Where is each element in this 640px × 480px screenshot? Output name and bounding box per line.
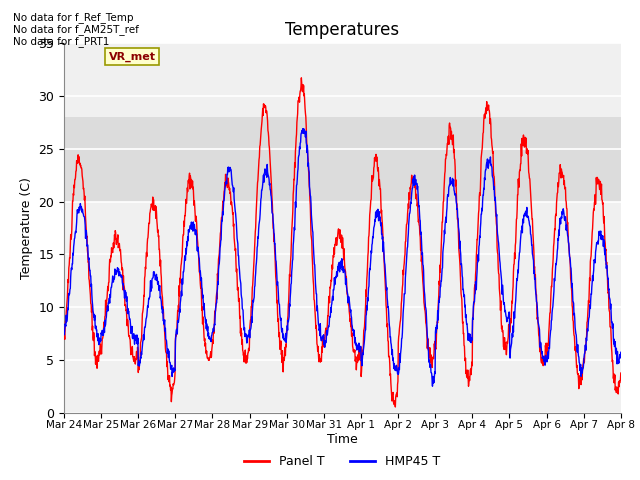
Bar <box>64 117 621 202</box>
Legend: Panel T, HMP45 T: Panel T, HMP45 T <box>239 450 445 473</box>
Title: Temperatures: Temperatures <box>285 21 399 39</box>
Text: No data for f_AM25T_ref: No data for f_AM25T_ref <box>13 24 139 35</box>
Y-axis label: Temperature (C): Temperature (C) <box>20 177 33 279</box>
Text: No data for f_Ref_Temp: No data for f_Ref_Temp <box>13 12 133 23</box>
X-axis label: Time: Time <box>327 433 358 446</box>
Text: No data for f_PRT1: No data for f_PRT1 <box>13 36 109 47</box>
Text: VR_met: VR_met <box>109 52 156 62</box>
